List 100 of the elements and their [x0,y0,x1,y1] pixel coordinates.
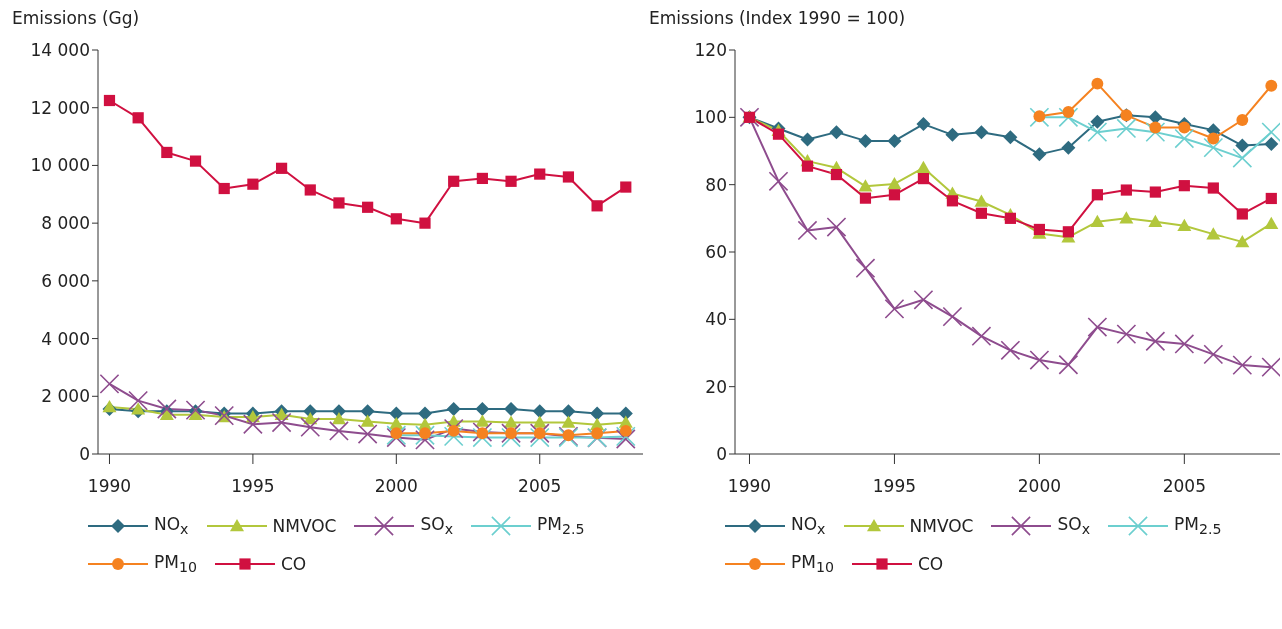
point [620,181,632,193]
point [1004,212,1016,224]
point [561,415,576,428]
point [1235,138,1250,153]
point [1058,107,1079,128]
legend-label: CO [917,554,944,574]
y-tick-label: 2 000 [41,386,90,407]
point [333,197,345,209]
point [1265,192,1277,205]
legend-label: PM$_{2.5}$ [1174,514,1222,538]
point [329,421,349,441]
point [974,125,989,140]
point [360,404,375,419]
y-tick-label: 40 [705,309,727,330]
legend-label: SO$_{x}$ [420,514,454,538]
point [532,404,547,419]
y-axis-title: Emissions (Index 1990 = 100) [649,8,906,28]
point [858,179,873,192]
point [562,171,575,183]
point [214,405,235,426]
point [304,184,316,196]
point [1120,184,1132,196]
point [946,195,959,207]
point [1090,114,1105,129]
point [1058,354,1079,375]
point [419,427,431,440]
point [1090,214,1105,227]
point [1203,344,1224,365]
point [1087,122,1108,143]
point [390,213,402,225]
point [1207,182,1219,194]
point [390,427,403,440]
point [974,194,989,207]
point [476,172,488,185]
point [1087,317,1108,337]
point [1264,136,1279,151]
point [1235,234,1250,248]
point [826,217,847,237]
legend-label: SO$_{x}$ [1057,514,1091,538]
legend-label: PM$_{10}$ [154,552,197,576]
point [1091,189,1103,201]
point [472,422,493,442]
point [103,94,116,107]
point [242,414,263,435]
point [475,401,490,416]
point [504,401,519,416]
x-tick-label: 2000 [1017,476,1062,497]
point [916,117,931,132]
point [1232,355,1253,376]
point [1178,121,1191,134]
point [1232,148,1253,168]
point [768,171,789,192]
point [887,176,902,190]
y-tick-label: 6 000 [41,270,90,291]
point [418,406,432,421]
point [829,125,844,140]
point [801,160,814,172]
point [300,417,321,438]
point [331,412,346,425]
point [945,127,960,142]
point [619,424,632,437]
point [271,412,292,433]
point [1203,137,1224,158]
point [362,201,374,213]
y-tick-label: 14 000 [30,40,90,61]
point [1029,350,1050,370]
point [1207,132,1220,145]
point [532,415,547,428]
point [475,414,490,427]
point [1145,331,1166,352]
point [1029,107,1050,128]
legend-label: PM$_{2.5}$ [537,514,585,538]
point [476,427,489,440]
point [1148,214,1163,227]
y-tick-label: 60 [705,242,727,263]
y-tick-label: 80 [705,174,727,195]
point [1119,211,1134,224]
point [1174,128,1195,149]
legend-label: NO$_{x}$ [791,514,826,538]
point [1062,226,1074,238]
point [1206,227,1221,240]
point [1000,340,1021,361]
x-tick-label: 1990 [727,476,772,497]
point [1032,147,1047,162]
point [888,189,901,201]
point [1178,180,1190,192]
point [443,418,464,439]
point [1003,130,1018,145]
point [800,132,815,147]
point [562,429,575,442]
point [189,155,202,167]
x-tick-label: 2000 [374,476,418,497]
y-tick-label: 4 000 [41,328,90,349]
point [887,133,902,148]
point [858,133,873,148]
point [156,399,177,419]
point [389,406,404,421]
point [161,146,173,159]
point [942,306,963,327]
point [131,402,146,415]
